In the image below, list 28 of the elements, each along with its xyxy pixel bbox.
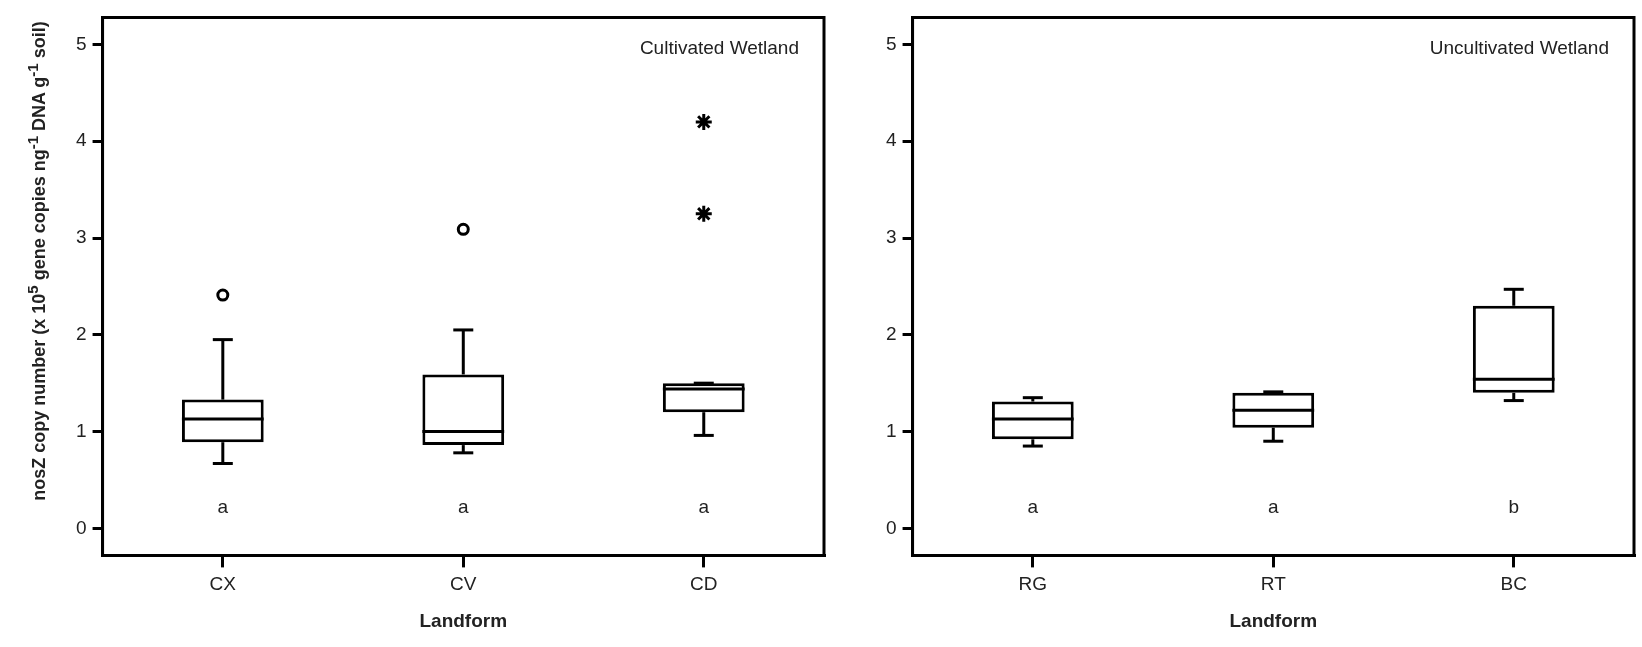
x-tick-label: CV [450,573,477,595]
annotation: a [1267,495,1279,517]
y-tick-label: 0 [885,516,897,538]
y-tick-label: 4 [885,129,897,151]
y-tick-label: 5 [885,32,897,54]
x-tick-label: CX [209,573,237,595]
x-axis-title: Landform [419,609,508,631]
y-tick-label: 2 [75,323,87,345]
y-tick-label: 0 [75,516,87,538]
x-axis-title: Landform [1229,609,1318,631]
y-tick-label: 1 [885,419,897,441]
annotation: a [698,495,710,517]
x-tick-label: RT [1260,573,1287,595]
x-tick-label: BC [1500,573,1527,595]
annotation: Uncultivated Wetland [1429,37,1609,59]
annotation: b [1508,495,1520,517]
y-tick-label: 3 [885,226,897,248]
x-tick-label: RG [1018,573,1048,595]
y-tick-label: 3 [75,226,87,248]
x-tick-label: CD [690,573,718,595]
y-tick-label: 5 [75,32,87,54]
annotation: a [217,495,229,517]
annotation: a [457,495,469,517]
annotation: a [1027,495,1039,517]
y-tick-label: 4 [75,129,87,151]
y-tick-label: 1 [75,419,87,441]
annotation: Cultivated Wetland [639,37,799,59]
y-tick-label: 2 [885,323,897,345]
